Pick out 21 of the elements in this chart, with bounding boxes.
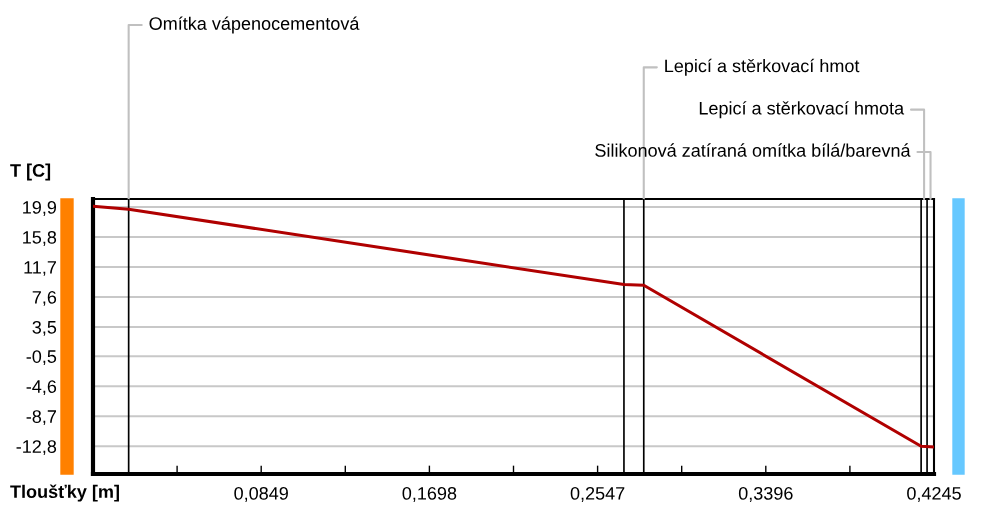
- y-tick-label: 19,9: [23, 200, 57, 216]
- y-tick-label: 15,8: [23, 230, 57, 246]
- x-tick-label: 0,1698: [402, 486, 457, 502]
- ref-line-label: Lepicí a stěrkovací hmot: [665, 58, 860, 76]
- ref-line-label: Lepicí a stěrkovací hmota: [699, 101, 905, 119]
- x-tick-label: 0,0849: [234, 486, 288, 502]
- y-tick-label: -4,6: [26, 380, 57, 396]
- y-tick-label: 11,7: [24, 261, 56, 276]
- y-tick-label: 7,6: [32, 290, 57, 306]
- x-tick-label: 0,2547: [570, 486, 625, 502]
- y-tick-label: -8,7: [26, 410, 56, 426]
- x-tick-label: 0,3396: [738, 486, 793, 502]
- y-tick-label: -12,8: [16, 440, 57, 456]
- x-axis-title: Tloušťky [m]: [10, 484, 119, 502]
- line-series: [93, 204, 934, 449]
- x-tick-label: 0,4245: [907, 486, 961, 502]
- y-axis-title: T [C]: [10, 163, 51, 181]
- ref-line-label: Omítka vápenocementová: [149, 16, 360, 34]
- y-tick-label: 3,5: [32, 320, 57, 336]
- ref-line-label: Silikonová zatíraná omítka bílá/barevná: [595, 143, 911, 157]
- y-tick-label: -0,5: [26, 350, 57, 366]
